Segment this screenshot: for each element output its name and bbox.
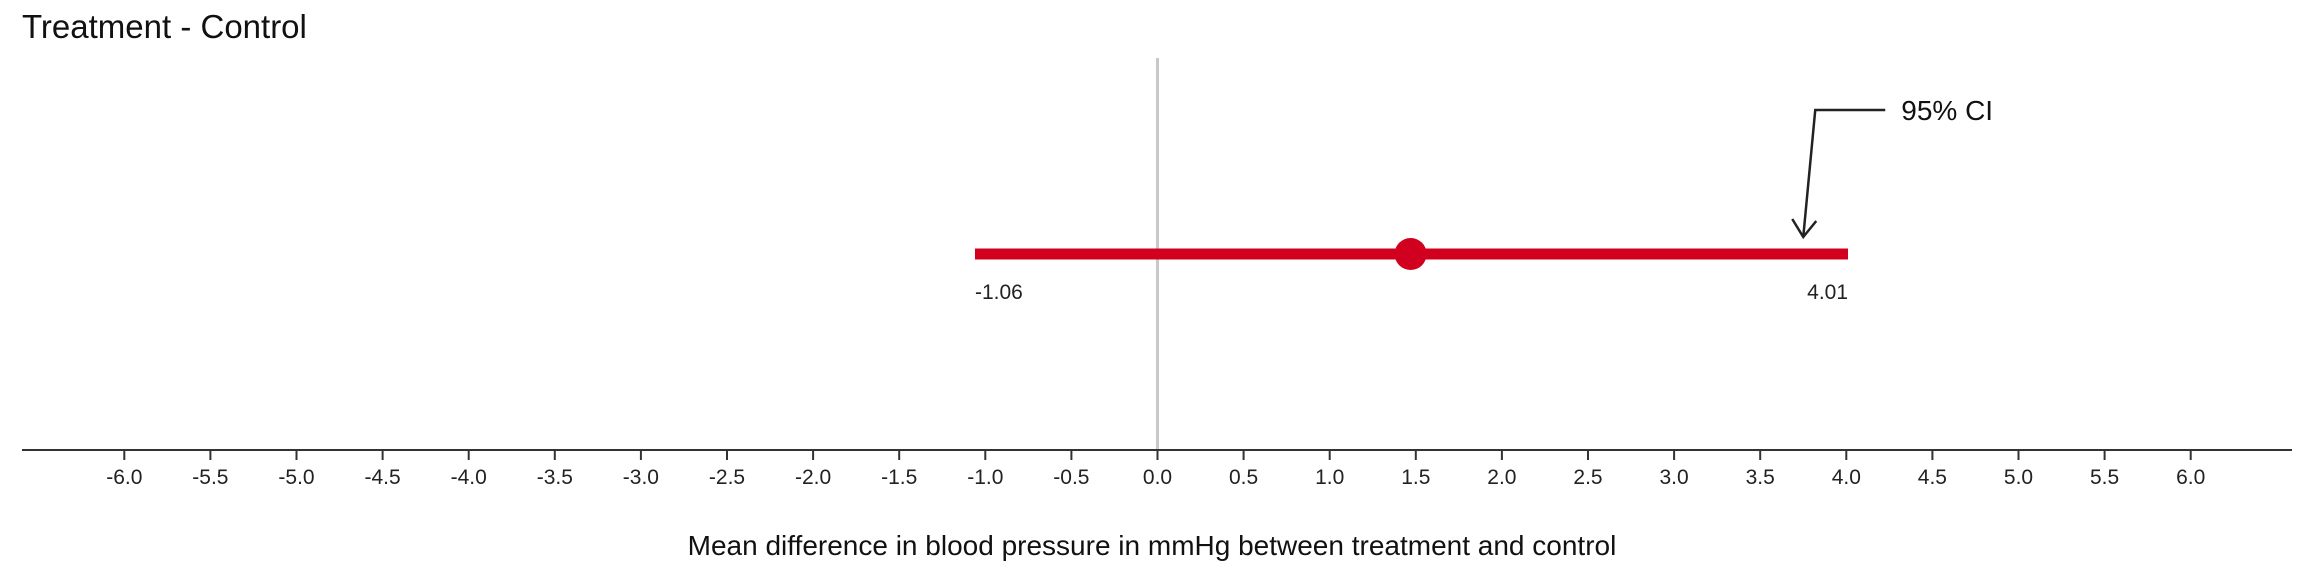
x-tick-label: 5.0 (2004, 466, 2033, 489)
annotation-label: 95% CI (1901, 95, 1993, 126)
ci-lower-label: -1.06 (975, 281, 1023, 304)
x-tick-label: -5.5 (192, 466, 228, 489)
x-tick-label: 5.5 (2090, 466, 2119, 489)
x-axis-label: Mean difference in blood pressure in mmH… (687, 530, 1617, 561)
x-tick-label: -1.5 (881, 466, 917, 489)
x-tick-label: -4.0 (451, 466, 487, 489)
x-tick-label: 6.0 (2176, 466, 2205, 489)
x-tick-label: -6.0 (106, 466, 142, 489)
x-tick-label: 0.0 (1143, 466, 1172, 489)
x-tick-label: -3.5 (537, 466, 573, 489)
x-tick-label: -2.0 (795, 466, 831, 489)
point-estimate-marker (1394, 238, 1427, 270)
x-tick-label: -4.5 (365, 466, 401, 489)
annotation-arrow-head (1791, 218, 1818, 240)
chart-title: Treatment - Control (22, 8, 307, 45)
x-tick-label: -5.0 (278, 466, 314, 489)
x-tick-label: 4.0 (1832, 466, 1861, 489)
x-tick-label: 3.0 (1659, 466, 1688, 489)
x-tick-label: 0.5 (1229, 466, 1258, 489)
x-tick-label: 2.5 (1573, 466, 1602, 489)
ci-upper-label: 4.01 (1807, 281, 1848, 304)
x-tick-label: 1.0 (1315, 466, 1344, 489)
x-tick-label: 4.5 (1918, 466, 1947, 489)
annotation-arrow-line (1802, 108, 1886, 238)
x-tick-label: -3.0 (623, 466, 659, 489)
x-tick-label: -1.0 (967, 466, 1003, 489)
x-tick-label: 2.0 (1487, 466, 1516, 489)
x-tick-label: -0.5 (1053, 466, 1089, 489)
x-tick-label: -2.5 (709, 466, 745, 489)
x-tick-label: 3.5 (1746, 466, 1775, 489)
x-tick-label: 1.5 (1401, 466, 1430, 489)
